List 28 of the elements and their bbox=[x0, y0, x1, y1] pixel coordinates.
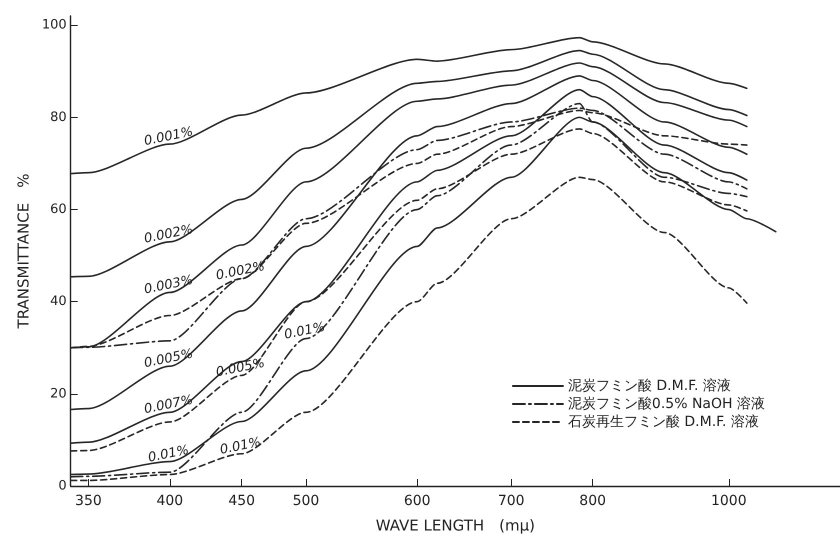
annotation: 0.01% bbox=[218, 434, 262, 458]
annotation: 0.001% bbox=[142, 124, 194, 150]
x-tick-label: 350 bbox=[75, 493, 102, 509]
x-tick-label: 400 bbox=[156, 493, 184, 509]
y-tick-label: 100 bbox=[42, 18, 67, 33]
x-axis-title: WAVE LENGTH (mμ) bbox=[376, 516, 535, 534]
legend-label: 泥炭フミン酸0.5% NaOH 溶液 bbox=[568, 396, 766, 412]
annotation: 0.01% bbox=[282, 320, 326, 343]
annotation: 0.005% bbox=[142, 346, 194, 372]
y-tick-label: 80 bbox=[50, 110, 67, 125]
annotation: 0.007% bbox=[142, 392, 194, 418]
x-tick-label: 1000 bbox=[710, 493, 747, 509]
x-tick-label: 600 bbox=[404, 493, 431, 509]
x-tick-label: 500 bbox=[292, 493, 320, 509]
annotation: 0.003% bbox=[142, 272, 194, 298]
y-tick-label: 60 bbox=[50, 202, 67, 218]
y-tick-label: 0 bbox=[58, 478, 67, 494]
x-tick-label: 700 bbox=[498, 493, 525, 509]
annotation: 0.01% bbox=[146, 442, 190, 466]
legend-label: 石炭再生フミン酸 D.M.F. 溶液 bbox=[568, 414, 759, 430]
annotation: 0.002% bbox=[214, 258, 266, 284]
x-tick-label: 450 bbox=[228, 493, 256, 509]
legend-label: 泥炭フミン酸 D.M.F. 溶液 bbox=[568, 378, 731, 394]
y-tick-label: 40 bbox=[50, 294, 67, 310]
annotation: 0.002% bbox=[142, 222, 194, 247]
y-axis-title: TRANSMITTANCE % bbox=[14, 174, 32, 330]
x-tick-label: 800 bbox=[579, 493, 606, 509]
y-tick-label: 20 bbox=[50, 386, 67, 402]
